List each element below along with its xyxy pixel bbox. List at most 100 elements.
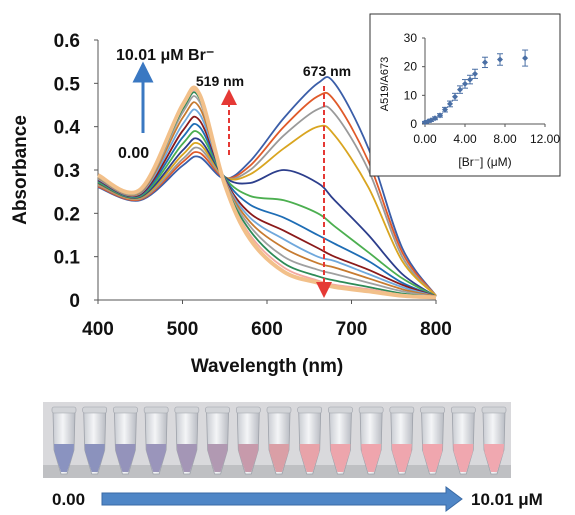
inset-x-tick-label: 12.00 — [530, 132, 560, 146]
tube-cap — [328, 406, 353, 414]
tube-solution — [391, 444, 412, 472]
tube-solution — [361, 444, 382, 472]
inset-x-tick-label: 8.00 — [493, 132, 517, 146]
inset-data-point — [437, 112, 443, 119]
y-tick-label: 0.5 — [54, 74, 81, 95]
tube-solution — [238, 444, 259, 472]
tube-solution — [84, 444, 105, 472]
sample-tube — [420, 406, 445, 475]
inset-data-point — [462, 80, 468, 87]
spectrum-line-8 — [97, 115, 437, 298]
inset-y-tick-label: 0 — [410, 117, 417, 131]
inset-data-point — [467, 76, 473, 83]
tube-cap — [420, 406, 445, 414]
ratio-inset-chart: 0.00 4.00 8.00 12.00 0 10 20 30 A519/A673 [Br⁻]… — [369, 13, 561, 177]
inset-y-tick-label: 30 — [404, 31, 418, 45]
inset-ticks: 0.00 4.00 8.00 12.00 0 10 20 30 — [404, 31, 561, 146]
inset-data-point — [522, 55, 529, 62]
tube-cap — [481, 406, 507, 414]
spectrum-line-6 — [97, 130, 437, 298]
tube-solution — [207, 444, 228, 472]
spectrum-line-9 — [97, 108, 437, 298]
sample-tube — [297, 406, 323, 475]
absorbance-chart: 400 500 600 700 800 0 0.1 0.2 0.3 0.4 0.5 0.6 Absor… — [10, 31, 452, 377]
inset-frame — [369, 13, 561, 177]
photo-concentration-arrow — [101, 486, 463, 512]
conc-start-label: 0.00 — [118, 145, 149, 162]
tube-cap — [82, 406, 108, 414]
peak1-label: 519 nm — [196, 73, 244, 89]
inset-data-point — [428, 117, 434, 124]
sample-tube — [389, 406, 415, 475]
inset-y-tick-label: 20 — [404, 60, 418, 74]
inset-data-point — [472, 70, 478, 77]
tube-solution — [269, 444, 289, 472]
sample-tube — [235, 406, 261, 475]
tube-cap — [266, 406, 292, 414]
tube-cap — [358, 406, 384, 414]
main-ticks: 400 500 600 700 800 0 0.1 0.2 0.3 0.4 0.5 0.6 — [54, 31, 452, 340]
inset-points — [422, 49, 529, 126]
photo-start-label: 0.00 — [52, 490, 85, 509]
tube-solution — [54, 444, 74, 472]
x-tick-label: 800 — [420, 319, 452, 340]
tube-solution — [146, 444, 167, 472]
photo-end-label: 10.01 μM — [471, 490, 543, 509]
y-tick-label: 0.6 — [54, 31, 80, 52]
tube-solution — [176, 444, 197, 472]
tube-solution — [299, 444, 320, 472]
sample-tube — [266, 406, 292, 475]
tube-cap — [51, 406, 77, 414]
spectrum-line-3 — [97, 105, 437, 297]
tube-solution — [115, 444, 136, 472]
x-tick-label: 700 — [336, 319, 368, 340]
y-tick-label: 0.1 — [54, 248, 81, 269]
inset-x-tick-label: 0.00 — [413, 132, 437, 146]
spectrum-line-14 — [97, 85, 437, 300]
x-tick-label: 600 — [251, 319, 283, 340]
y-tick-label: 0.4 — [54, 118, 81, 139]
sample-tube — [174, 406, 200, 475]
sample-tube — [328, 406, 353, 475]
sample-tube — [82, 406, 108, 475]
sample-tube — [450, 406, 476, 475]
tube-cap — [113, 406, 138, 414]
spectrum-line-11 — [97, 95, 437, 298]
x-axis-title: Wavelength (nm) — [191, 356, 343, 377]
y-tick-label: 0 — [69, 291, 80, 312]
spectrum-line-7 — [97, 122, 437, 298]
inset-data-point — [452, 93, 458, 100]
cuvette-photo: 0.00 10.01 μM — [43, 402, 543, 512]
tube-solution — [453, 444, 474, 472]
inset-data-point — [432, 115, 438, 122]
spectrum-line-5 — [97, 137, 437, 298]
tube-cap — [450, 406, 476, 414]
tube-cap — [297, 406, 323, 414]
inset-data-point — [457, 86, 463, 93]
inset-data-point — [447, 100, 453, 107]
inset-x-tick-label: 4.00 — [453, 132, 477, 146]
sample-tube — [113, 406, 138, 475]
tube-cap — [389, 406, 415, 414]
sample-tube — [205, 406, 230, 475]
inset-y-axis-title: A519/A673 — [379, 57, 391, 111]
tube-cap — [205, 406, 230, 414]
sample-tube — [481, 406, 507, 475]
sample-tube — [143, 406, 169, 475]
tube-cap — [235, 406, 261, 414]
tube-solution — [330, 444, 351, 472]
tube-cap — [143, 406, 169, 414]
inset-data-point — [497, 56, 503, 63]
tube-row — [51, 406, 507, 475]
spectrum-line-10 — [97, 101, 437, 298]
y-tick-label: 0.2 — [54, 204, 80, 225]
tube-solution — [484, 444, 504, 472]
x-tick-label: 500 — [167, 319, 199, 340]
inset-x-axis-title: [Br⁻] (μM) — [458, 155, 511, 169]
inset-data-point — [442, 106, 448, 113]
spectrum-line-4 — [97, 124, 437, 297]
y-axis-title: Absorbance — [10, 115, 31, 225]
inset-y-tick-label: 10 — [404, 88, 418, 102]
conc-end-label: 10.01 μM Br⁻ — [116, 47, 214, 64]
